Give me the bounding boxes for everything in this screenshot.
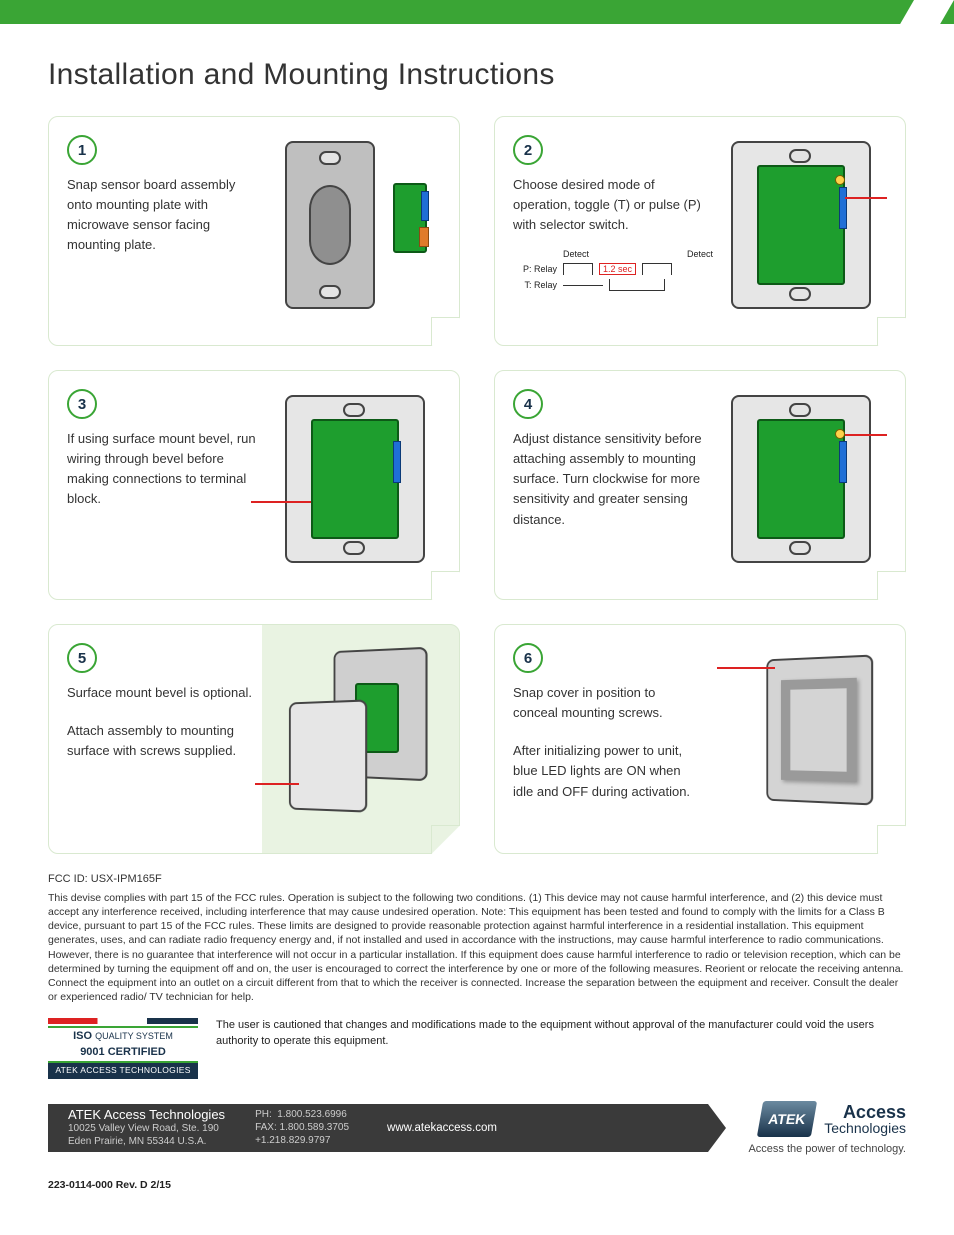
step-3-diagram xyxy=(281,389,441,569)
addr1: 10025 Valley View Road, Ste. 190 xyxy=(68,1122,225,1135)
step-number: 6 xyxy=(513,643,543,673)
step-card-1: 1 Snap sensor board assembly onto mounti… xyxy=(48,116,460,346)
footer-bar: ATEK Access Technologies 10025 Valley Vi… xyxy=(48,1104,708,1152)
step-text: If using surface mount bevel, run wiring… xyxy=(67,429,257,510)
fax-label: FAX: xyxy=(255,1122,277,1133)
footer-logo: ATEK AccessTechnologies Access the power… xyxy=(748,1101,906,1155)
ph-label: PH: xyxy=(255,1109,272,1120)
step-text: Choose desired mode of operation, toggle… xyxy=(513,175,703,235)
footer: ATEK Access Technologies 10025 Valley Vi… xyxy=(48,1093,906,1163)
addr2: Eden Prairie, MN 55344 U.S.A. xyxy=(68,1135,225,1148)
step-number: 2 xyxy=(513,135,543,165)
fcc-id: FCC ID: USX-IPM165F xyxy=(48,872,906,887)
fax-value: 1.800.589.3705 xyxy=(280,1122,350,1133)
step-number: 4 xyxy=(513,389,543,419)
top-green-bar xyxy=(0,0,954,24)
step-card-5: 5 Surface mount bevel is optional. Attac… xyxy=(48,624,460,854)
tagline: Access the power of technology. xyxy=(748,1143,906,1155)
step-text: Adjust distance sensitivity before attac… xyxy=(513,429,703,530)
step-text: Surface mount bevel is optional. xyxy=(67,683,257,703)
step-2-diagram xyxy=(727,135,887,315)
step-text: Snap sensor board assembly onto mounting… xyxy=(67,175,257,256)
iso-badge: ISO QUALITY SYSTEM 9001 CERTIFIED ATEK AC… xyxy=(48,1018,198,1079)
company-name: ATEK Access Technologies xyxy=(68,1107,225,1122)
brand-line1: Access xyxy=(843,1102,906,1122)
brand-mark: ATEK xyxy=(757,1101,817,1137)
step-text: Snap cover in position to conceal mounti… xyxy=(513,683,703,723)
duration-label: 1.2 sec xyxy=(599,263,636,275)
step-5-diagram xyxy=(281,643,441,823)
website-url[interactable]: www.atekaccess.com xyxy=(387,1122,497,1134)
fcc-block: FCC ID: USX-IPM165F This devise complies… xyxy=(48,872,906,1004)
step-number: 1 xyxy=(67,135,97,165)
step-number: 3 xyxy=(67,389,97,419)
steps-grid: 1 Snap sensor board assembly onto mounti… xyxy=(48,116,906,854)
revision: 223-0114-000 Rev. D 2/15 xyxy=(0,1179,954,1191)
brand-line2: Technologies xyxy=(824,1121,906,1135)
iso-line2b: CERTIFIED xyxy=(108,1046,166,1058)
page-title: Installation and Mounting Instructions xyxy=(48,58,906,92)
step-number: 5 xyxy=(67,643,97,673)
detect-label: Detect xyxy=(687,249,713,259)
fcc-body: This devise complies with part 15 of the… xyxy=(48,891,906,1004)
ph-value: 1.800.523.6996 xyxy=(277,1109,347,1120)
iso-line2: 9001 xyxy=(80,1046,104,1058)
p-relay-label: P: Relay xyxy=(513,264,557,274)
step-card-2: 2 Choose desired mode of operation, togg… xyxy=(494,116,906,346)
step-text-2: After initializing power to unit, blue L… xyxy=(513,741,703,801)
caution-text: The user is cautioned that changes and m… xyxy=(216,1018,906,1049)
step-text-2: Attach assembly to mounting surface with… xyxy=(67,721,257,761)
step-1-diagram xyxy=(281,135,441,315)
detect-label: Detect xyxy=(563,249,589,259)
t-relay-label: T: Relay xyxy=(513,280,557,290)
iso-line1: ISO xyxy=(73,1030,92,1042)
step-card-4: 4 Adjust distance sensitivity before att… xyxy=(494,370,906,600)
step-6-diagram xyxy=(727,643,887,823)
intl-phone: +1.218.829.9797 xyxy=(255,1134,349,1147)
iso-line1b: QUALITY SYSTEM xyxy=(95,1031,173,1041)
step-4-diagram xyxy=(727,389,887,569)
iso-line3: ATEK ACCESS TECHNOLOGIES xyxy=(48,1063,198,1079)
caution-row: ISO QUALITY SYSTEM 9001 CERTIFIED ATEK AC… xyxy=(48,1018,906,1079)
step-card-3: 3 If using surface mount bevel, run wiri… xyxy=(48,370,460,600)
step-card-6: 6 Snap cover in position to conceal moun… xyxy=(494,624,906,854)
timing-diagram: Detect Detect P: Relay 1.2 sec T: Relay xyxy=(513,245,713,295)
